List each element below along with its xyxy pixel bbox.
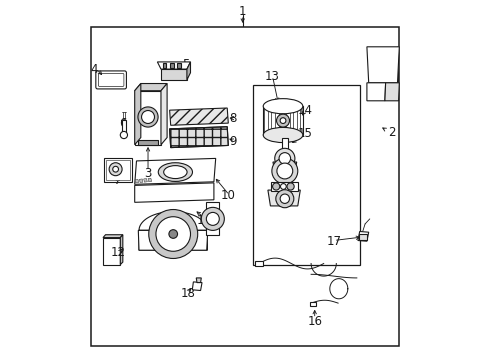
Text: 18: 18 (180, 287, 195, 300)
Circle shape (113, 166, 118, 172)
Polygon shape (134, 158, 215, 184)
Circle shape (141, 111, 154, 123)
Circle shape (286, 183, 294, 190)
Polygon shape (384, 83, 399, 101)
Polygon shape (161, 69, 186, 80)
Text: 7: 7 (114, 174, 122, 186)
Text: 13: 13 (264, 70, 280, 83)
Bar (359, 234, 366, 240)
FancyBboxPatch shape (96, 71, 126, 89)
Circle shape (275, 190, 293, 208)
Polygon shape (272, 162, 296, 167)
Polygon shape (169, 127, 228, 148)
Polygon shape (103, 238, 120, 265)
Text: 8: 8 (229, 112, 236, 125)
Bar (281, 138, 287, 156)
Circle shape (156, 217, 190, 251)
Text: 5: 5 (182, 58, 189, 71)
Circle shape (279, 153, 290, 164)
Circle shape (138, 107, 158, 127)
Polygon shape (134, 84, 141, 145)
Circle shape (109, 163, 122, 176)
Polygon shape (161, 84, 167, 145)
Polygon shape (148, 178, 151, 182)
Text: 11: 11 (196, 214, 211, 227)
Circle shape (168, 230, 177, 238)
Bar (170, 63, 173, 68)
Text: 6: 6 (119, 117, 127, 130)
Text: 1: 1 (239, 5, 246, 18)
Circle shape (280, 194, 289, 203)
Text: 2: 2 (387, 126, 394, 139)
Polygon shape (196, 278, 201, 283)
Polygon shape (134, 183, 213, 202)
Bar (253, 85, 359, 265)
Text: 15: 15 (297, 127, 312, 140)
Polygon shape (366, 83, 385, 101)
Circle shape (274, 148, 294, 168)
Polygon shape (139, 179, 142, 183)
Text: 3: 3 (144, 167, 151, 180)
Ellipse shape (158, 163, 192, 181)
Bar (103, 158, 132, 182)
Bar (177, 63, 181, 68)
Text: 12: 12 (110, 246, 125, 259)
Circle shape (120, 131, 127, 139)
Text: 4: 4 (90, 63, 98, 76)
Polygon shape (157, 62, 190, 69)
Polygon shape (135, 179, 139, 183)
Circle shape (206, 212, 219, 225)
Text: 14: 14 (297, 104, 312, 117)
Polygon shape (357, 231, 368, 241)
Bar (309, 302, 316, 306)
Polygon shape (138, 230, 207, 250)
Circle shape (201, 207, 224, 230)
Ellipse shape (163, 166, 187, 179)
Text: 9: 9 (229, 135, 236, 148)
Bar (255, 261, 262, 266)
Polygon shape (169, 108, 228, 125)
Polygon shape (134, 91, 161, 145)
Circle shape (280, 184, 285, 189)
Text: 16: 16 (306, 315, 322, 328)
Circle shape (280, 118, 285, 123)
Polygon shape (186, 62, 190, 80)
Circle shape (276, 163, 292, 179)
Text: 10: 10 (221, 189, 235, 202)
Circle shape (271, 158, 297, 184)
Text: 17: 17 (325, 235, 341, 248)
Bar (105, 160, 130, 180)
Circle shape (148, 210, 197, 258)
Polygon shape (134, 84, 167, 91)
Circle shape (272, 183, 279, 190)
Polygon shape (205, 202, 219, 235)
Polygon shape (143, 179, 147, 182)
Polygon shape (120, 235, 122, 265)
Ellipse shape (263, 127, 302, 143)
Polygon shape (192, 282, 202, 291)
Polygon shape (138, 140, 158, 145)
Bar (122, 120, 126, 134)
Ellipse shape (263, 99, 302, 114)
Circle shape (276, 114, 289, 127)
Bar (91, 27, 399, 346)
Polygon shape (267, 190, 300, 206)
Bar (163, 63, 166, 68)
Polygon shape (271, 182, 297, 191)
Polygon shape (139, 212, 207, 250)
Polygon shape (366, 47, 399, 83)
Polygon shape (103, 235, 122, 238)
